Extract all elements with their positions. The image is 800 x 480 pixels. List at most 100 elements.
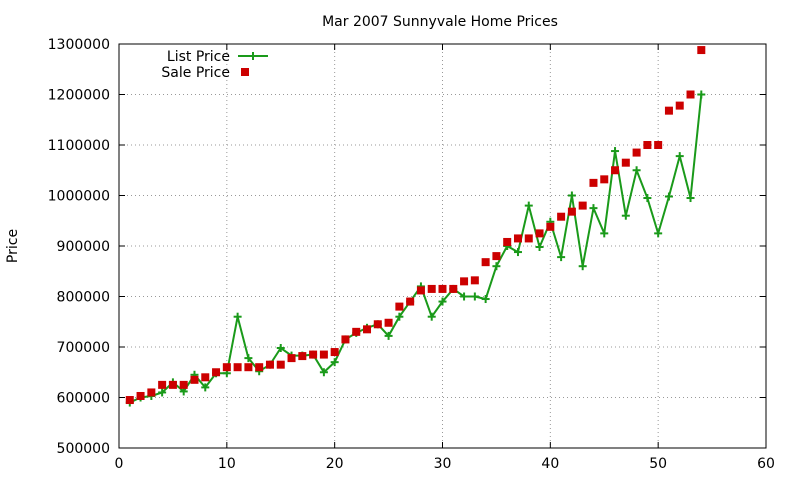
list-price-point (567, 191, 576, 200)
list-price-point (578, 262, 587, 271)
sale-price-point (643, 141, 652, 149)
sale-price-point (125, 396, 134, 405)
list-price-point (481, 295, 490, 304)
list-price-point (611, 147, 620, 156)
chart-title: Mar 2007 Sunnyvale Home Prices (322, 14, 558, 30)
sale-price-point (384, 318, 393, 327)
list-price-point (535, 243, 544, 252)
sale-price-point (406, 297, 415, 306)
sale-price-point (395, 302, 404, 311)
list-price-point (427, 312, 436, 321)
sale-price-point (546, 222, 555, 231)
list-price-point (524, 201, 533, 210)
x-tick-label: 20 (326, 456, 344, 472)
sale-price-point (611, 166, 620, 175)
legend-square-swatch (241, 68, 249, 76)
sale-price-point (222, 363, 231, 372)
grid (119, 44, 766, 448)
x-tick-label: 40 (541, 456, 559, 472)
sale-price-point (664, 106, 673, 115)
list-price-point (675, 152, 684, 161)
list-price-point (470, 292, 479, 301)
sale-price-point (654, 141, 663, 149)
sale-price-point (352, 327, 361, 336)
list-price-point (201, 383, 210, 392)
sale-price-point (589, 178, 598, 187)
sale-price-point (449, 284, 458, 293)
list-price-point (697, 90, 706, 99)
sale-price-point (136, 391, 145, 400)
y-tick-label: 700000 (57, 340, 110, 356)
y-tick-label: 500000 (57, 441, 110, 457)
sale-price-point (621, 158, 630, 167)
legend-label: Sale Price (161, 65, 230, 81)
list-price-point (557, 253, 566, 262)
axis-ticks: 0 10 20 30 40 50 60 500000 600000 700000 800000 900… (48, 37, 775, 472)
sale-price-point (309, 350, 318, 359)
sale-price-point (600, 175, 609, 184)
list-price-point (664, 192, 673, 201)
y-tick-label: 1100000 (48, 138, 110, 154)
sale-price-point (416, 286, 425, 295)
x-tick-label: 60 (757, 456, 775, 472)
list-price-point (654, 229, 663, 238)
list-price-point (330, 358, 339, 367)
sale-price-point (255, 363, 264, 372)
sale-price-point (190, 375, 199, 384)
y-tick-label: 900000 (57, 239, 110, 255)
list-price-point (276, 344, 285, 353)
sale-price-point (158, 380, 167, 389)
plot-area (125, 46, 706, 407)
x-tick-label: 10 (218, 456, 236, 472)
sale-price-point (557, 212, 566, 221)
list-price-point (600, 229, 609, 238)
sale-price-point (298, 352, 307, 361)
sale-price-point (697, 46, 706, 55)
sale-price-point (535, 229, 544, 238)
list-price-point (589, 204, 598, 213)
sale-price-point (686, 90, 695, 99)
legend-plus-swatch (249, 52, 257, 60)
sale-price-point (287, 354, 296, 363)
list-price-point (395, 312, 404, 321)
x-tick-label: 30 (434, 456, 452, 472)
y-tick-label: 600000 (57, 391, 110, 407)
y-tick-label: 1200000 (48, 88, 110, 104)
y-tick-label: 1000000 (48, 189, 110, 205)
sale-price-point (513, 234, 522, 243)
list-price-point (643, 194, 652, 203)
list-price-point (621, 211, 630, 220)
list-price-point (438, 297, 447, 306)
sale-price-point (632, 148, 641, 157)
x-tick-label: 0 (115, 456, 124, 472)
sale-price-point (319, 350, 328, 359)
list-price-point (384, 331, 393, 340)
list-price-point (686, 194, 695, 203)
sale-price-point (179, 380, 188, 389)
sale-price-point (147, 388, 156, 397)
y-tick-label: 800000 (57, 290, 110, 306)
x-tick-label: 50 (649, 456, 667, 472)
sale-price-point (481, 258, 490, 267)
list-price-point (513, 248, 522, 257)
sale-price-point (460, 277, 469, 286)
list-price-point (233, 312, 242, 321)
sale-price-point (276, 360, 285, 369)
sale-price-point (233, 363, 242, 372)
sale-price-point (675, 101, 684, 110)
sale-price-point (201, 373, 210, 382)
list-price-point (460, 292, 469, 301)
sale-price-point (578, 201, 587, 210)
list-price-point (632, 166, 641, 175)
sale-price-point (265, 360, 274, 369)
sale-price-point (503, 237, 512, 246)
sale-price-point (244, 363, 253, 372)
sale-price-point (567, 207, 576, 216)
sale-price-point (492, 252, 501, 261)
sale-price-point (168, 380, 177, 389)
y-tick-label: 1300000 (48, 37, 110, 53)
plot-frame (118, 43, 767, 449)
legend-label: List Price (167, 49, 230, 65)
